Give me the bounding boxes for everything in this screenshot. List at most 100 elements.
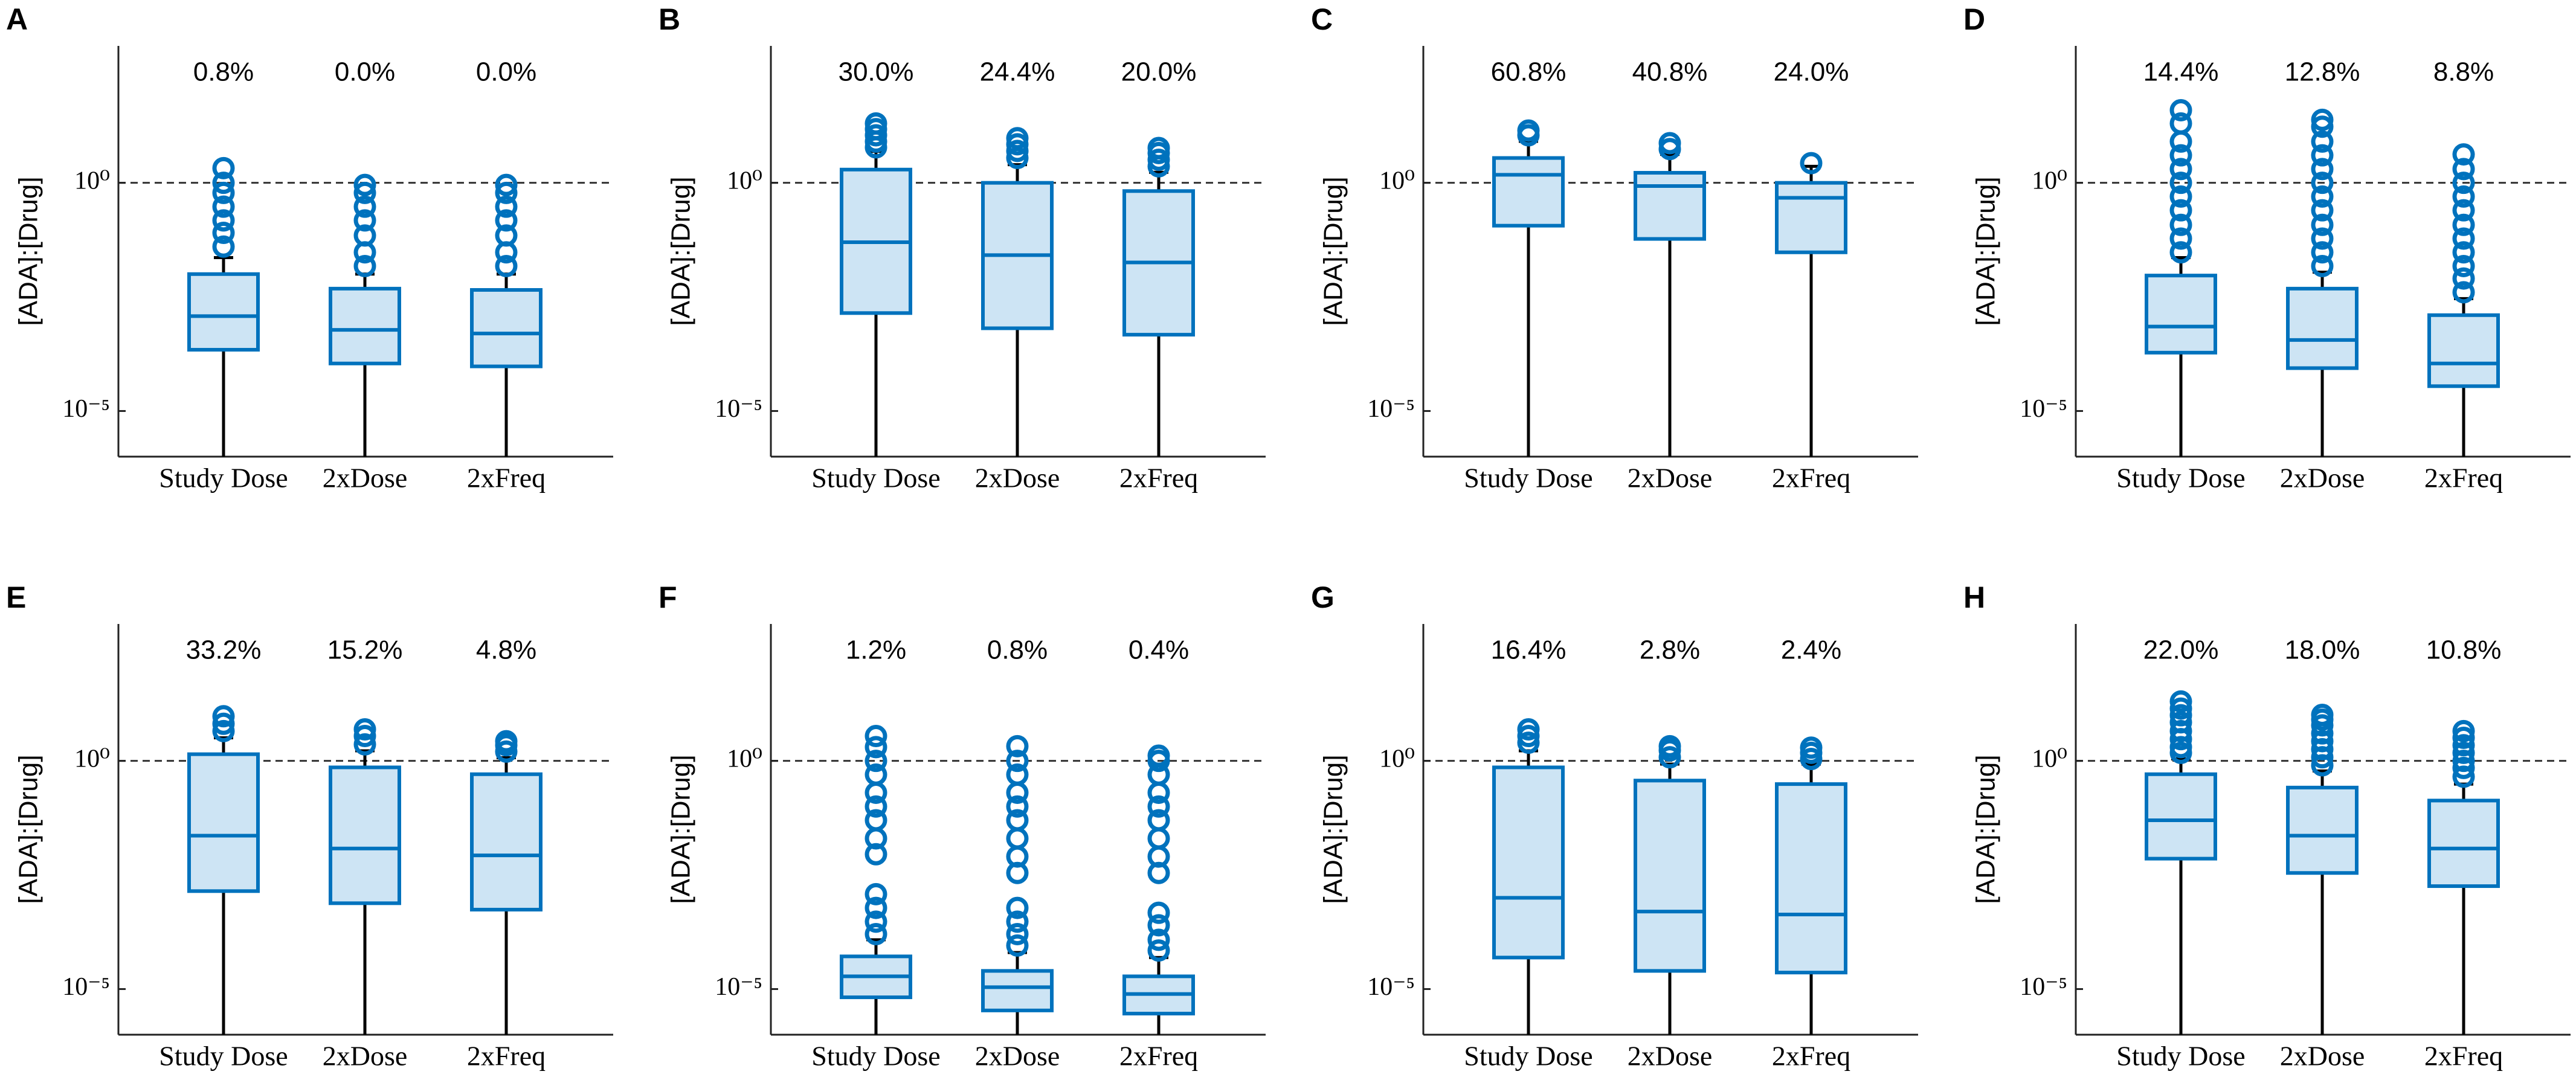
outlier xyxy=(1006,809,1029,832)
outlier xyxy=(353,254,376,277)
outlier xyxy=(212,719,235,742)
outlier xyxy=(2452,741,2475,764)
outlier xyxy=(1517,718,1540,741)
outlier xyxy=(2169,697,2192,720)
outlier xyxy=(353,209,376,232)
outlier xyxy=(1517,725,1540,748)
outlier xyxy=(2452,241,2475,264)
outlier xyxy=(1517,119,1540,142)
panel: A [ADA]:[Drug] 10⁻⁵ 10⁰ Study Dose 0.8% 2xDose… xyxy=(6,2,613,493)
x-tick-label: 2xDose xyxy=(2280,1041,2365,1072)
outlier xyxy=(2452,726,2475,749)
y-axis-label: [ADA]:[Drug] xyxy=(666,755,696,904)
panel-label: H xyxy=(1963,580,1985,614)
percent-label: 2.8% xyxy=(1640,635,1700,665)
percent-label: 0.0% xyxy=(476,57,536,87)
y-tick-label: 10⁻⁵ xyxy=(1367,973,1415,1001)
outlier xyxy=(2169,199,2192,222)
y-tick-label: 10⁰ xyxy=(1379,745,1415,773)
x-tick-label: 2xFreq xyxy=(1772,1041,1850,1072)
outlier xyxy=(1147,939,1170,962)
outlier xyxy=(2311,738,2334,760)
percent-label: 18.0% xyxy=(2285,635,2360,665)
box xyxy=(1775,181,1847,254)
x-tick-label: Study Dose xyxy=(2116,1041,2245,1072)
outlier xyxy=(865,736,887,759)
panel: C [ADA]:[Drug] 10⁻⁵ 10⁰ Study Dose 60.8% 2xDos… xyxy=(1311,2,1918,493)
percent-label: 33.2% xyxy=(186,635,262,665)
box xyxy=(1775,782,1847,975)
outlier xyxy=(2452,143,2475,166)
percent-label: 24.0% xyxy=(1774,57,1849,87)
outlier xyxy=(353,173,376,196)
outlier xyxy=(212,172,235,194)
outlier xyxy=(2452,158,2475,181)
outlier xyxy=(1517,731,1540,754)
outlier xyxy=(2169,690,2192,713)
box xyxy=(2427,799,2500,889)
outlier xyxy=(1147,148,1170,171)
outlier xyxy=(353,718,376,741)
panel: F [ADA]:[Drug] 10⁻⁵ 10⁰ Study Dose 1.2% 2xDose… xyxy=(658,580,1266,1072)
y-tick-label: 10⁻⁵ xyxy=(1367,395,1415,423)
outlier xyxy=(2452,750,2475,773)
percent-label: 4.8% xyxy=(476,635,536,665)
box xyxy=(187,752,260,893)
percent-label: 12.8% xyxy=(2285,57,2360,87)
x-tick-label: 2xFreq xyxy=(467,1041,546,1072)
panel: D [ADA]:[Drug] 10⁻⁵ 10⁰ Study Dose 14.4% 2xDos… xyxy=(1963,2,2571,493)
y-axis-label: [ADA]:[Drug] xyxy=(666,177,696,326)
outlier xyxy=(2311,730,2334,753)
box xyxy=(1634,779,1706,973)
x-tick-label: 2xFreq xyxy=(1772,463,1850,493)
outlier xyxy=(212,209,235,232)
x-tick-label: 2xDose xyxy=(2280,463,2365,493)
x-tick-label: 2xFreq xyxy=(1119,1041,1198,1072)
outlier xyxy=(865,795,887,818)
x-tick-label: 2xDose xyxy=(323,463,408,493)
outlier xyxy=(2311,158,2334,181)
x-tick-label: 2xFreq xyxy=(1119,463,1198,493)
outlier xyxy=(1006,140,1029,162)
outlier xyxy=(1147,809,1170,832)
outlier xyxy=(1006,910,1029,933)
percent-label: 60.8% xyxy=(1491,57,1567,87)
outlier xyxy=(2169,711,2192,734)
outlier xyxy=(353,195,376,218)
y-axis-label: [ADA]:[Drug] xyxy=(1971,755,2001,904)
panel-label: B xyxy=(658,2,680,36)
box xyxy=(1492,765,1565,960)
box xyxy=(329,286,401,365)
x-tick-label: 2xFreq xyxy=(467,463,546,493)
outlier xyxy=(353,733,376,756)
y-axis-label: [ADA]:[Drug] xyxy=(1319,755,1348,904)
outlier xyxy=(865,725,887,748)
outlier xyxy=(1800,152,1823,175)
outlier xyxy=(865,809,887,832)
x-tick-label: 2xDose xyxy=(975,1041,1060,1072)
outlier xyxy=(2311,115,2334,138)
outlier xyxy=(1147,137,1170,159)
x-tick-label: Study Dose xyxy=(159,463,288,493)
outlier xyxy=(495,224,518,247)
outlier xyxy=(1006,934,1029,957)
outlier xyxy=(865,922,887,945)
outlier xyxy=(212,222,235,245)
outlier xyxy=(1147,901,1170,924)
y-axis-label: [ADA]:[Drug] xyxy=(14,177,43,326)
box xyxy=(2145,274,2217,355)
x-tick-label: 2xFreq xyxy=(2424,1041,2503,1072)
outlier xyxy=(2169,185,2192,208)
panel: B [ADA]:[Drug] 10⁻⁵ 10⁰ Study Dose 30.0% 2xDos… xyxy=(658,2,1266,493)
outlier xyxy=(2452,254,2475,277)
outlier xyxy=(495,173,518,196)
y-tick-label: 10⁰ xyxy=(727,167,762,194)
outlier xyxy=(2311,108,2334,131)
outlier xyxy=(2169,704,2192,727)
box xyxy=(187,272,260,352)
outlier xyxy=(2311,199,2334,222)
outlier xyxy=(1800,736,1823,759)
outlier xyxy=(2311,185,2334,208)
outlier xyxy=(212,195,235,218)
outlier xyxy=(1006,127,1029,150)
